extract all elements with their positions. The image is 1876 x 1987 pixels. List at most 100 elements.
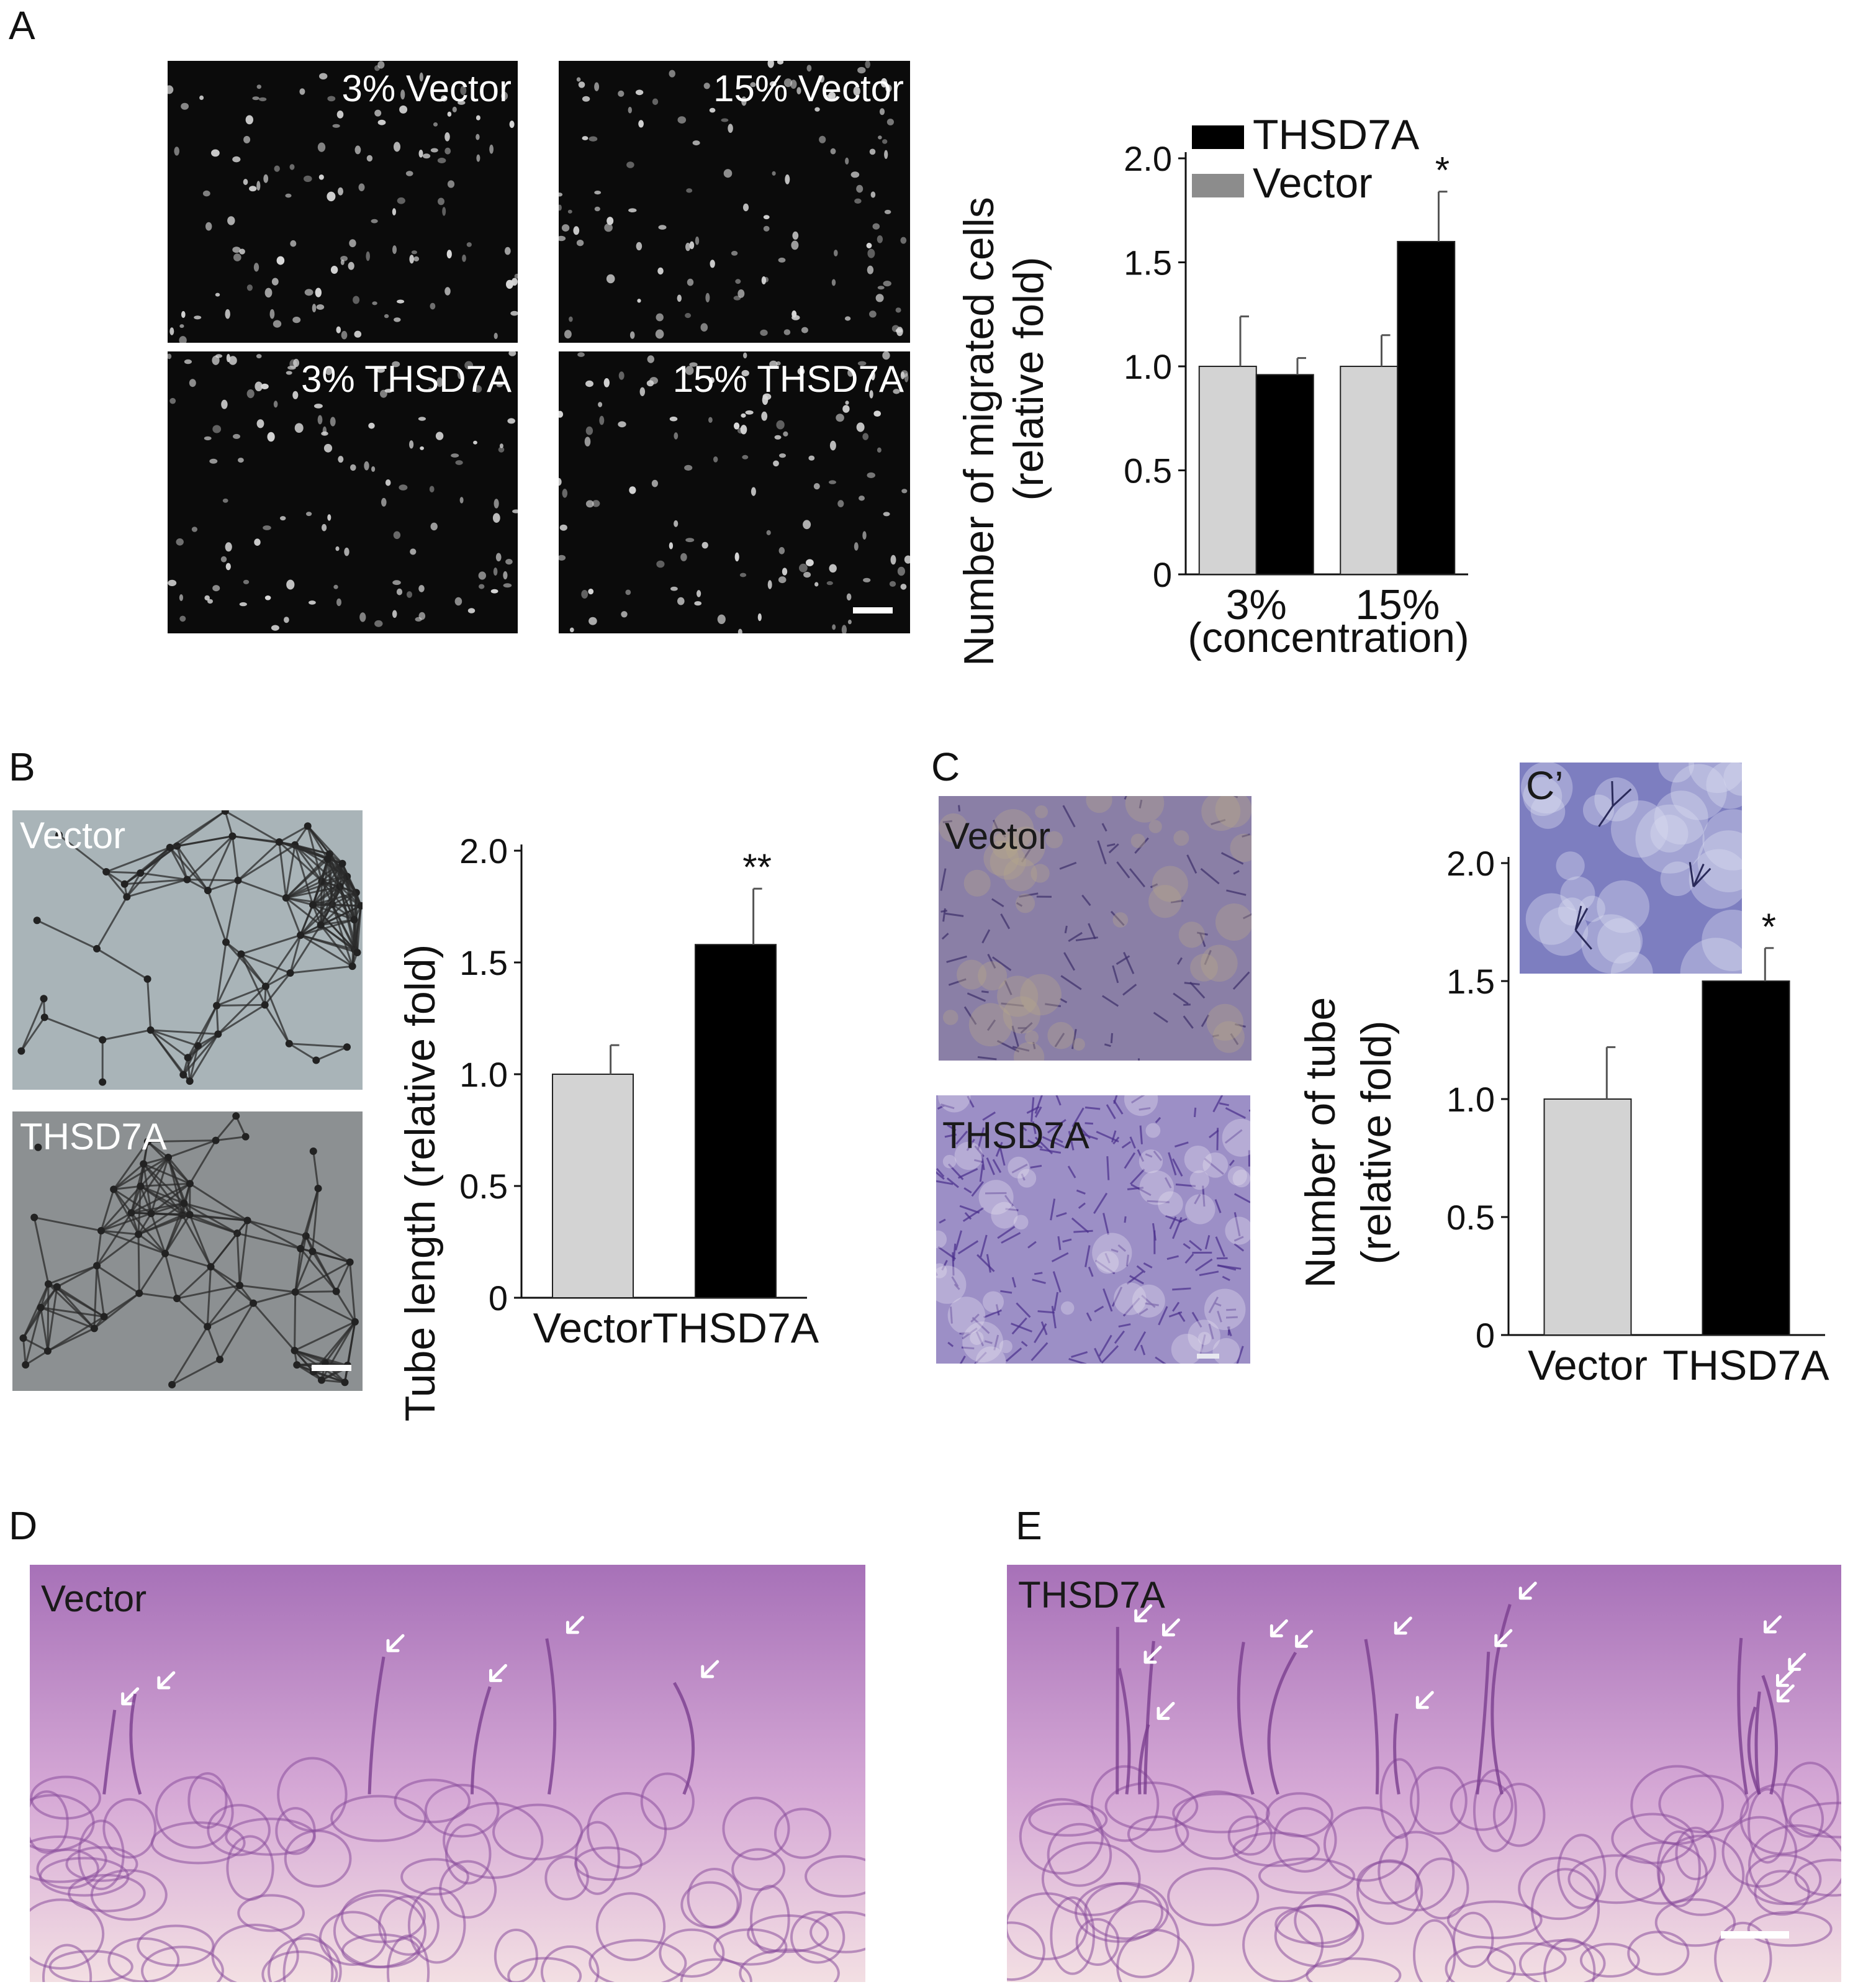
- stained-cell: [973, 1351, 987, 1364]
- y-tick-label: 2.0: [1446, 844, 1495, 883]
- tube-loop: [1167, 1867, 1260, 1927]
- nucleus: [832, 624, 836, 630]
- nucleus: [168, 85, 174, 94]
- tube-loop: [749, 1885, 790, 1954]
- stained-cell: [1204, 1157, 1224, 1175]
- nucleus: [368, 422, 375, 429]
- nucleus: [751, 487, 756, 496]
- nucleus: [232, 156, 241, 163]
- matrix-patch: [1020, 974, 1062, 1016]
- tube-segment: [101, 1211, 132, 1232]
- nucleus: [243, 135, 251, 143]
- stained-cell: [1186, 854, 1197, 874]
- nucleus: [606, 274, 615, 284]
- nucleus: [249, 186, 257, 192]
- tube-segment: [225, 941, 267, 987]
- stained-cell: [1051, 1252, 1069, 1262]
- nucleus: [559, 554, 566, 561]
- tube-segment: [22, 1337, 27, 1365]
- nucleus: [783, 431, 788, 437]
- stained-cell: [1060, 975, 1082, 990]
- matrix-patch: [991, 831, 1019, 859]
- matrix-patch: [957, 959, 987, 990]
- nucleus: [179, 615, 186, 622]
- tube-node: [291, 1288, 299, 1296]
- stained-cell: [1016, 902, 1023, 907]
- stained-cell: [1111, 1287, 1123, 1307]
- nucleus: [503, 571, 508, 580]
- inset-patch: [1723, 763, 1742, 796]
- stained-cell: [1155, 1116, 1161, 1124]
- stained-cell: [1094, 1305, 1104, 1313]
- tube-segment: [307, 825, 329, 860]
- nucleus: [588, 589, 594, 595]
- micrograph-label: Vector: [945, 815, 1051, 857]
- stained-cell: [975, 1331, 985, 1347]
- tube-node: [348, 962, 356, 971]
- nucleus: [695, 236, 700, 245]
- stained-cell: [1053, 1292, 1059, 1311]
- stained-cell: [981, 929, 991, 944]
- matrix-patch: [1008, 1156, 1030, 1179]
- tube-node: [173, 1295, 181, 1303]
- nucleus: [762, 393, 772, 401]
- nucleus: [850, 171, 860, 178]
- nucleus: [778, 576, 787, 584]
- micrograph-a-15pct-vector: 15% Vector: [559, 61, 910, 343]
- tube-loop: [1781, 1762, 1839, 1838]
- tube-node: [184, 1054, 192, 1062]
- tube-loop: [773, 1808, 832, 1859]
- nucleus: [684, 464, 693, 471]
- stained-cell: [959, 1205, 980, 1214]
- nucleus: [292, 391, 299, 399]
- stained-cell: [1071, 1351, 1088, 1358]
- matrix-patch: [1003, 858, 1037, 892]
- stained-cell: [980, 1234, 988, 1257]
- matrix-patch: [936, 1265, 967, 1304]
- stained-cell: [1112, 1136, 1120, 1145]
- stained-cell: [1103, 1288, 1113, 1312]
- matrix-patch: [992, 809, 1034, 851]
- tube-segment: [311, 1188, 320, 1252]
- stained-cell: [1027, 1139, 1043, 1149]
- bar: [1543, 1098, 1632, 1336]
- nucleus: [717, 614, 726, 624]
- nucleus: [353, 296, 360, 304]
- stained-cell: [981, 1154, 985, 1170]
- tube-segment: [34, 1216, 102, 1232]
- nucleus: [685, 242, 691, 251]
- tube-node: [55, 831, 63, 839]
- tube-node: [180, 1199, 188, 1207]
- nucleus: [867, 248, 875, 258]
- stained-cell: [1124, 1152, 1136, 1169]
- nucleus: [814, 582, 819, 587]
- stained-cell: [1232, 971, 1250, 990]
- tube-node: [221, 810, 229, 815]
- nucleus: [212, 585, 220, 592]
- nucleus: [332, 124, 340, 128]
- stained-cell: [1170, 900, 1184, 903]
- nucleus: [476, 154, 480, 162]
- tube-segment: [137, 1186, 142, 1234]
- sprout: [1737, 1637, 1748, 1795]
- tube-segment: [238, 1285, 255, 1304]
- nucleus: [819, 135, 826, 143]
- nucleus: [227, 216, 235, 225]
- y-tick-label: 1.0: [1124, 347, 1172, 386]
- sprout: [1754, 1691, 1761, 1795]
- nucleus: [875, 294, 884, 302]
- tube-segment: [206, 1326, 221, 1360]
- nucleus: [327, 96, 336, 102]
- stained-cell: [1001, 830, 1006, 838]
- matrix-patch: [936, 1230, 947, 1249]
- nucleus: [625, 589, 631, 595]
- tube-segment: [299, 1188, 319, 1249]
- micrograph-label: THSD7A: [20, 1116, 167, 1157]
- matrix-patch: [1178, 921, 1205, 948]
- nucleus: [761, 276, 767, 284]
- tube-loop: [1294, 1893, 1360, 1949]
- stained-cell: [1039, 1148, 1062, 1154]
- tube-loop: [42, 1944, 92, 1982]
- nucleus: [760, 329, 768, 336]
- nucleus: [336, 598, 341, 607]
